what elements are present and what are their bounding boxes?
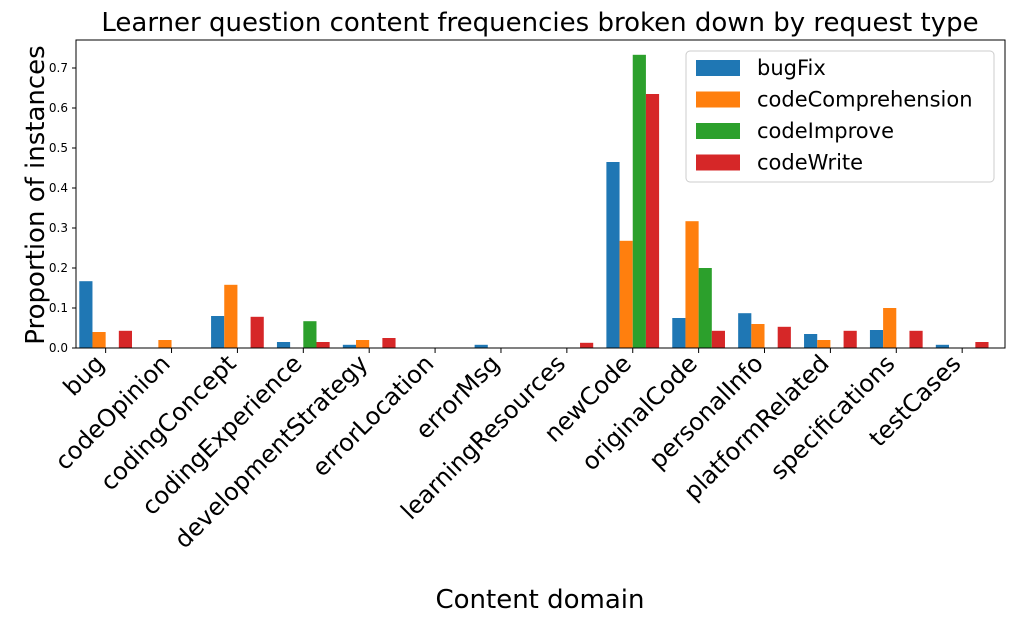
bar-codeWrite-codingExperience [316,342,330,348]
bar-codeComprehension-specifications [883,308,897,348]
bar-codeWrite-platformRelated [843,330,857,348]
bar-codeComprehension-originalCode [685,221,699,348]
bar-codeComprehension-platformRelated [817,340,831,348]
legend-label-codeImprove: codeImprove [757,119,894,143]
bar-codeComprehension-codeOpinion [158,340,172,348]
y-tick-label: 0.0 [49,341,68,355]
y-tick-label: 0.1 [49,301,68,315]
bar-codeWrite-newCode [645,94,660,348]
bar-codeWrite-codingConcept [250,316,264,348]
bar-codeWrite-developmentStrategy [382,338,396,348]
bar-codeWrite-originalCode [711,330,725,348]
x-tick-label: codeOpinion [50,349,176,475]
plot-frame [75,39,1006,349]
bar-bugFix-codingConcept [211,316,225,348]
bar-codeComprehension-personalInfo [751,324,765,348]
y-tick-label: 0.6 [49,101,68,115]
legend: bugFix codeComprehension codeImprove codeWr… [685,50,995,183]
bar-codeWrite-personalInfo [777,326,791,348]
legend-label-codeComprehension: codeComprehension [757,88,973,112]
bar-bugFix-bug [79,281,93,348]
bar-bugFix-originalCode [672,318,686,348]
chart-title: Learner question content frequencies bro… [101,8,978,38]
y-axis-label: Proportion of instances [21,45,51,344]
x-axis-label: Content domain [435,585,644,615]
legend-swatch-codeComprehension [696,91,740,108]
bar-codeComprehension-bug [92,332,106,348]
legend-label-codeWrite: codeWrite [757,151,863,175]
bar-codeWrite-bug [118,330,133,348]
legend-label-bugFix: bugFix [757,56,826,80]
bar-codeComprehension-developmentStrategy [356,340,370,348]
bar-codeWrite-testCases [975,342,989,348]
bar-bugFix-platformRelated [804,334,818,348]
bar-bugFix-personalInfo [738,313,752,348]
bar-bugFix-specifications [869,330,884,348]
bar-codeComprehension-codingConcept [224,284,238,348]
legend-swatch-codeImprove [696,123,740,139]
bar-bugFix-newCode [606,162,620,348]
y-tick-label: 0.4 [49,181,68,195]
bar-bugFix-developmentStrategy [342,344,357,348]
legend-box [685,50,995,183]
y-tick-label: 0.3 [49,221,68,235]
bar-codeWrite-learningResources [580,342,594,348]
y-tick-label: 0.7 [49,61,68,75]
bar-codeImprove-originalCode [698,268,712,348]
bar-codeComprehension-newCode [619,240,633,348]
bars-layer [79,54,989,349]
x-tick-label: personalInfo [644,349,769,474]
x-tick-label: originalCode [576,349,703,476]
bar-codeImprove-newCode [632,54,646,349]
bar-bugFix-codingExperience [276,342,291,348]
bar-bugFix-errorMsg [474,344,488,348]
legend-swatch-bugFix [696,60,740,76]
y-tick-label: 0.2 [49,261,68,275]
bar-codeWrite-specifications [909,330,923,348]
bar-bugFix-testCases [935,344,949,348]
legend-swatch-codeWrite [696,154,740,171]
y-tick-label: 0.5 [49,141,68,155]
bar-codeImprove-codingExperience [303,321,317,348]
x-tick-label: bug [58,349,110,401]
